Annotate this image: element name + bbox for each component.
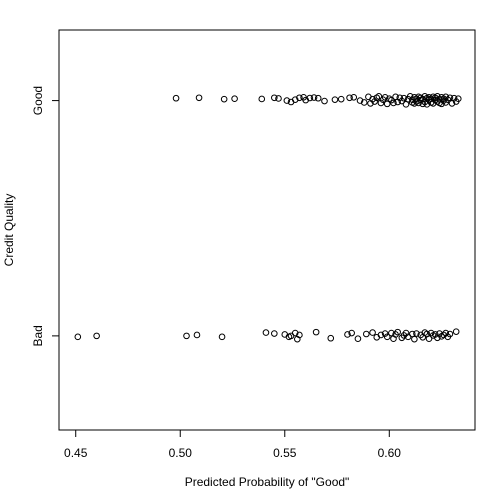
data-point-bad: [402, 329, 410, 337]
x-tick-label: 0.50: [169, 446, 193, 460]
data-point-good: [258, 95, 266, 103]
y-tick-label: Good: [31, 86, 45, 115]
data-point-good: [400, 94, 408, 102]
data-point-good: [310, 94, 318, 101]
data-point-good: [195, 94, 203, 102]
data-point-good: [314, 94, 322, 102]
data-point-bad: [344, 331, 351, 338]
data-point-bad: [440, 331, 447, 339]
data-point-bad: [394, 328, 401, 336]
y-tick-label: Bad: [31, 325, 45, 346]
data-point-good: [231, 95, 238, 103]
data-point-good: [371, 98, 378, 105]
data-point-bad: [446, 330, 454, 338]
data-point-good: [390, 99, 397, 107]
data-point-good: [331, 96, 339, 103]
x-tick-label: 0.45: [64, 446, 88, 460]
data-point-good: [446, 94, 454, 102]
data-point-good: [360, 99, 368, 106]
data-point-bad: [327, 334, 335, 342]
data-point-bad: [377, 331, 385, 339]
data-point-good: [321, 97, 328, 105]
data-point-good: [440, 97, 447, 104]
data-point-bad: [369, 329, 376, 336]
data-point-bad: [348, 329, 355, 337]
data-point-bad: [425, 335, 433, 343]
data-point-good: [419, 100, 427, 108]
data-point-good: [346, 94, 353, 102]
x-axis-title: Predicted Probability of "Good": [185, 475, 350, 489]
data-point-bad: [411, 335, 418, 343]
data-point-good: [337, 95, 345, 103]
data-point-bad: [452, 328, 460, 335]
data-point-good: [356, 97, 364, 104]
data-point-bad: [262, 329, 270, 336]
data-point-bad: [74, 333, 82, 341]
y-axis: Bad Good: [31, 86, 59, 347]
data-point-good: [440, 95, 447, 103]
data-point-bad: [431, 331, 439, 338]
data-point-bad: [442, 329, 450, 337]
data-point-good: [306, 94, 314, 102]
data-point-bad: [413, 330, 420, 337]
data-point-good: [406, 93, 414, 100]
data-point-good: [296, 94, 303, 102]
data-point-good: [283, 97, 291, 104]
data-point-bad: [93, 332, 100, 340]
data-point-bad: [383, 333, 391, 341]
data-point-bad: [296, 331, 303, 339]
x-axis: 0.45 0.50 0.55 0.60: [64, 430, 401, 460]
data-point-good: [275, 95, 282, 102]
data-point-good: [377, 99, 385, 107]
data-point-bad: [291, 329, 299, 337]
data-point-good: [375, 93, 383, 100]
y-axis-title: Credit Quality: [2, 194, 16, 267]
data-point-good: [450, 94, 458, 102]
x-tick-label: 0.60: [378, 446, 402, 460]
data-point-bad: [354, 335, 362, 343]
data-point-bad: [312, 328, 320, 336]
data-point-good: [381, 93, 389, 101]
data-point-good: [350, 93, 358, 101]
x-tick-label: 0.55: [273, 446, 297, 460]
plot-frame: [58, 29, 476, 431]
data-point-good: [396, 94, 404, 102]
data-point-bad: [388, 329, 395, 337]
data-point-bad: [183, 332, 190, 340]
data-point-bad: [193, 331, 201, 339]
data-point-good: [172, 94, 180, 102]
data-point-good: [220, 95, 228, 103]
data-point-good: [454, 95, 462, 103]
data-point-bad: [271, 330, 278, 337]
data-point-bad: [381, 330, 389, 337]
data-point-bad: [362, 330, 370, 338]
data-point-good: [291, 96, 299, 103]
data-point-bad: [218, 333, 226, 341]
data-point-good: [444, 96, 452, 103]
data-point-good: [429, 100, 437, 107]
data-point-good: [271, 94, 278, 102]
data-points: [74, 93, 462, 343]
